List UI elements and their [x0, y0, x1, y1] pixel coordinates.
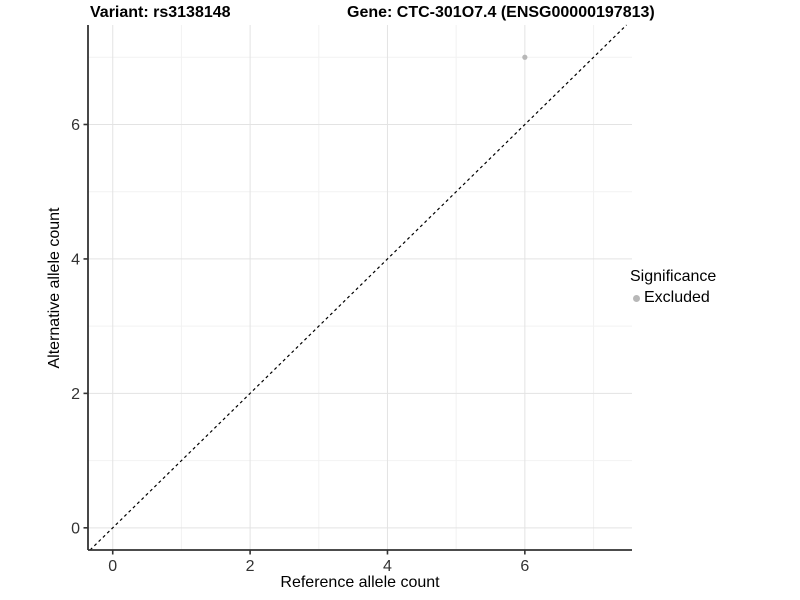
variant-title: Variant: rs3138148: [90, 4, 231, 21]
legend-item-label: Excluded: [644, 289, 710, 306]
y-tick-label: 4: [71, 251, 80, 268]
y-tick-label: 2: [71, 386, 80, 403]
x-axis-label: Reference allele count: [280, 574, 440, 591]
y-tick-label: 6: [71, 117, 80, 134]
x-tick-label: 6: [520, 558, 529, 575]
y-axis-label: Alternative allele count: [46, 207, 63, 369]
identity-reference-line: [89, 24, 627, 551]
data-point: [522, 54, 528, 60]
legend-point-icon: [633, 294, 640, 302]
legend-title: Significance: [630, 268, 717, 285]
legend: Significance Excluded: [630, 268, 716, 307]
legend-item-excluded: Excluded: [633, 289, 716, 307]
y-tick-label: 0: [71, 520, 80, 537]
x-tick-label: 0: [108, 558, 117, 575]
x-tick-label: 2: [246, 558, 255, 575]
gene-title: Gene: CTC-301O7.4 (ENSG00000197813): [347, 4, 655, 21]
x-tick-label: 4: [383, 558, 392, 575]
